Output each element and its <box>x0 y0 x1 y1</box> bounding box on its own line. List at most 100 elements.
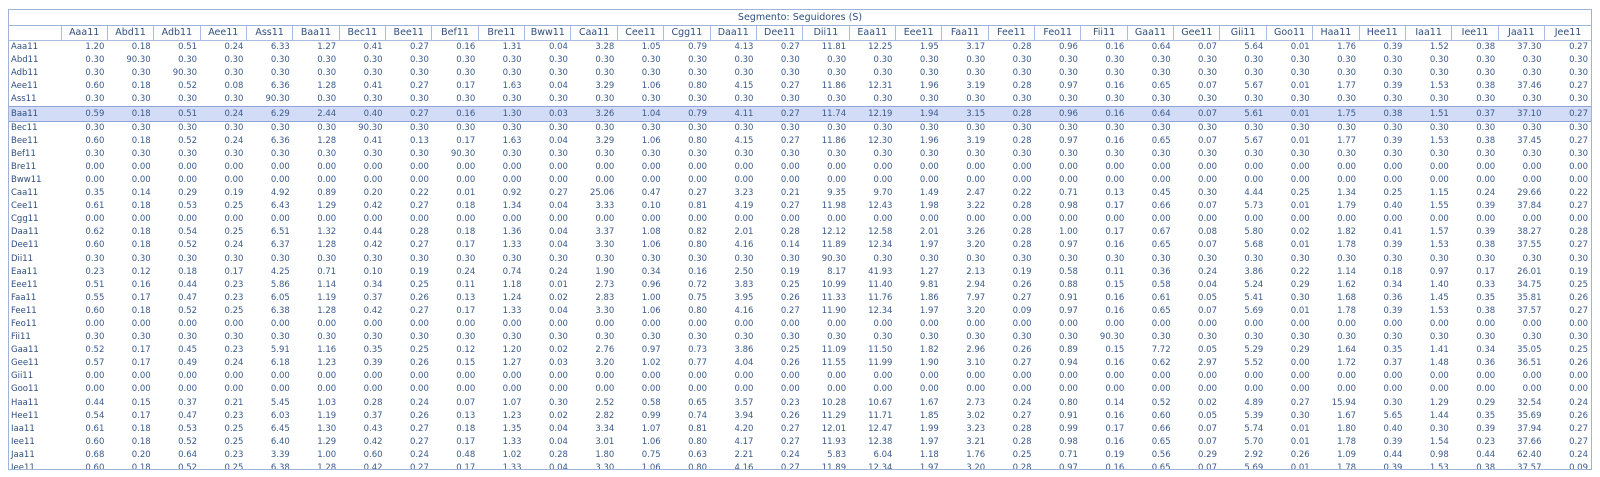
table-cell[interactable]: 11.86 <box>821 135 847 146</box>
table-cell[interactable]: 0.22 <box>1569 188 1588 199</box>
table-cell[interactable]: 0.42 <box>363 436 383 447</box>
table-cell[interactable]: 12.47 <box>868 423 893 434</box>
table-cell[interactable]: 0.30 <box>224 55 244 66</box>
table-cell[interactable]: 5.69 <box>1244 305 1264 316</box>
table-cell[interactable]: 0.00 <box>1337 371 1357 382</box>
table-cell[interactable]: 0.00 <box>827 174 847 185</box>
table-cell[interactable]: 0.00 <box>178 161 198 172</box>
table-cell[interactable]: 0.04 <box>549 81 568 92</box>
table-cell[interactable]: 2.50 <box>734 266 754 277</box>
table-cell[interactable]: 0.00 <box>1569 214 1588 225</box>
table-cell[interactable]: 0.00 <box>317 371 337 382</box>
table-cell[interactable]: 0.80 <box>688 463 708 470</box>
table-cell[interactable]: 0.64 <box>178 449 198 460</box>
column-header[interactable]: Gee11 <box>1173 26 1220 41</box>
table-cell[interactable]: 1.28 <box>317 240 337 251</box>
table-cell[interactable]: 0.27 <box>409 436 429 447</box>
table-cell[interactable]: 0.73 <box>688 345 708 356</box>
table-cell[interactable]: 0.30 <box>1198 332 1217 343</box>
table-cell[interactable]: 0.30 <box>734 55 754 66</box>
table-cell[interactable]: 0.30 <box>966 68 986 79</box>
table-cell[interactable]: 10.99 <box>821 279 847 290</box>
table-cell[interactable]: 0.00 <box>1244 371 1264 382</box>
table-cell[interactable]: 0.28 <box>1569 227 1588 238</box>
table-cell[interactable]: 0.27 <box>1569 423 1588 434</box>
table-cell[interactable]: 0.30 <box>734 68 754 79</box>
column-header[interactable]: Cgg11 <box>663 26 711 41</box>
table-cell[interactable]: 1.16 <box>317 345 337 356</box>
table-cell[interactable]: 4.11 <box>710 106 757 122</box>
table-cell[interactable]: 37.10 <box>1498 106 1545 122</box>
table-cell[interactable]: 5.39 <box>1244 410 1264 421</box>
table-cell[interactable]: 0.16 <box>1080 106 1128 122</box>
table-cell[interactable]: 0.27 <box>1569 240 1588 251</box>
table-cell[interactable]: 0.12 <box>131 266 151 277</box>
table-cell[interactable]: 0.30 <box>1383 94 1403 105</box>
table-cell[interactable]: 0.30 <box>409 94 429 105</box>
table-cell[interactable]: 0.00 <box>688 319 708 330</box>
table-cell[interactable]: 0.30 <box>456 55 476 66</box>
table-cell[interactable]: 0.01 <box>1290 81 1310 92</box>
table-cell[interactable]: 0.07 <box>1198 240 1217 251</box>
table-cell[interactable]: 5.73 <box>1244 201 1264 212</box>
table-cell[interactable]: 0.94 <box>1058 358 1078 369</box>
table-cell[interactable]: 0.30 <box>1429 94 1449 105</box>
table-cell[interactable]: 0.26 <box>1290 449 1310 460</box>
table-cell[interactable]: 0.16 <box>1105 305 1125 316</box>
table-cell[interactable]: 2.92 <box>1244 449 1264 460</box>
table-cell[interactable]: 1.27 <box>502 358 522 369</box>
table-cell[interactable]: 0.00 <box>1290 358 1310 369</box>
table-row[interactable]: Caa11 0.35 0.14 0.29 0.19 4.92 0.89 0.20 0.22 0.0… <box>9 187 1591 200</box>
table-cell[interactable]: 0.00 <box>178 384 198 395</box>
table-cell[interactable]: 0.98 <box>1058 201 1078 212</box>
table-cell[interactable]: 1.45 <box>1429 292 1449 303</box>
table-cell[interactable]: 0.79 <box>688 42 708 53</box>
table-cell[interactable]: 0.00 <box>688 214 708 225</box>
table-cell[interactable]: 0.25 <box>224 463 244 470</box>
table-cell[interactable]: 12.31 <box>868 81 893 92</box>
table-cell[interactable]: 0.30 <box>85 68 105 79</box>
table-cell[interactable]: 0.22 <box>1012 188 1032 199</box>
column-header[interactable]: Baa11 <box>292 26 340 41</box>
table-cell[interactable]: 0.30 <box>131 122 151 133</box>
table-cell[interactable]: 0.00 <box>1198 214 1217 225</box>
table-cell[interactable]: 2.52 <box>595 397 615 408</box>
table-cell[interactable]: 0.00 <box>780 319 800 330</box>
table-cell[interactable]: 0.00 <box>966 214 986 225</box>
table-cell[interactable]: 0.30 <box>1290 122 1310 133</box>
table-cell[interactable]: 0.27 <box>549 188 568 199</box>
table-cell[interactable]: 12.34 <box>868 240 893 251</box>
table-cell[interactable]: 0.30 <box>1151 55 1171 66</box>
table-cell[interactable]: 0.00 <box>1290 371 1310 382</box>
table-cell[interactable]: 0.30 <box>270 68 290 79</box>
table-cell[interactable]: 0.30 <box>1522 68 1542 79</box>
table-cell[interactable]: 5.70 <box>1244 436 1264 447</box>
table-cell[interactable]: 0.00 <box>270 384 290 395</box>
table-cell[interactable]: 0.30 <box>873 332 893 343</box>
table-cell[interactable]: 0.27 <box>1569 436 1588 447</box>
table-cell[interactable]: 3.19 <box>966 135 986 146</box>
table-cell[interactable]: 0.30 <box>688 68 708 79</box>
table-cell[interactable]: 4.16 <box>734 305 754 316</box>
table-cell[interactable]: 0.29 <box>1290 345 1310 356</box>
table-cell[interactable]: 6.37 <box>270 240 290 251</box>
table-cell[interactable]: 0.00 <box>1105 214 1125 225</box>
column-header[interactable]: Fee11 <box>987 26 1035 41</box>
table-cell[interactable]: 0.00 <box>131 161 151 172</box>
table-cell[interactable]: 0.22 <box>1290 266 1310 277</box>
table-cell[interactable]: 0.29 <box>1198 449 1217 460</box>
table-cell[interactable]: 0.00 <box>1383 174 1403 185</box>
table-cell[interactable]: 0.17 <box>456 463 476 470</box>
table-cell[interactable]: 0.28 <box>409 227 429 238</box>
table-cell[interactable]: 0.00 <box>1058 371 1078 382</box>
table-cell[interactable]: 0.00 <box>1569 371 1588 382</box>
table-cell[interactable]: 0.00 <box>1012 174 1032 185</box>
column-header[interactable]: Abd11 <box>106 26 154 41</box>
table-cell[interactable]: 0.00 <box>1429 161 1449 172</box>
table-cell[interactable]: 0.00 <box>409 174 429 185</box>
table-cell[interactable]: 0.30 <box>1290 148 1310 159</box>
table-cell[interactable]: 0.28 <box>1012 135 1032 146</box>
table-cell[interactable]: 0.36 <box>1476 358 1496 369</box>
table-cell[interactable]: 0.18 <box>131 201 151 212</box>
table-cell[interactable]: 0.00 <box>734 161 754 172</box>
